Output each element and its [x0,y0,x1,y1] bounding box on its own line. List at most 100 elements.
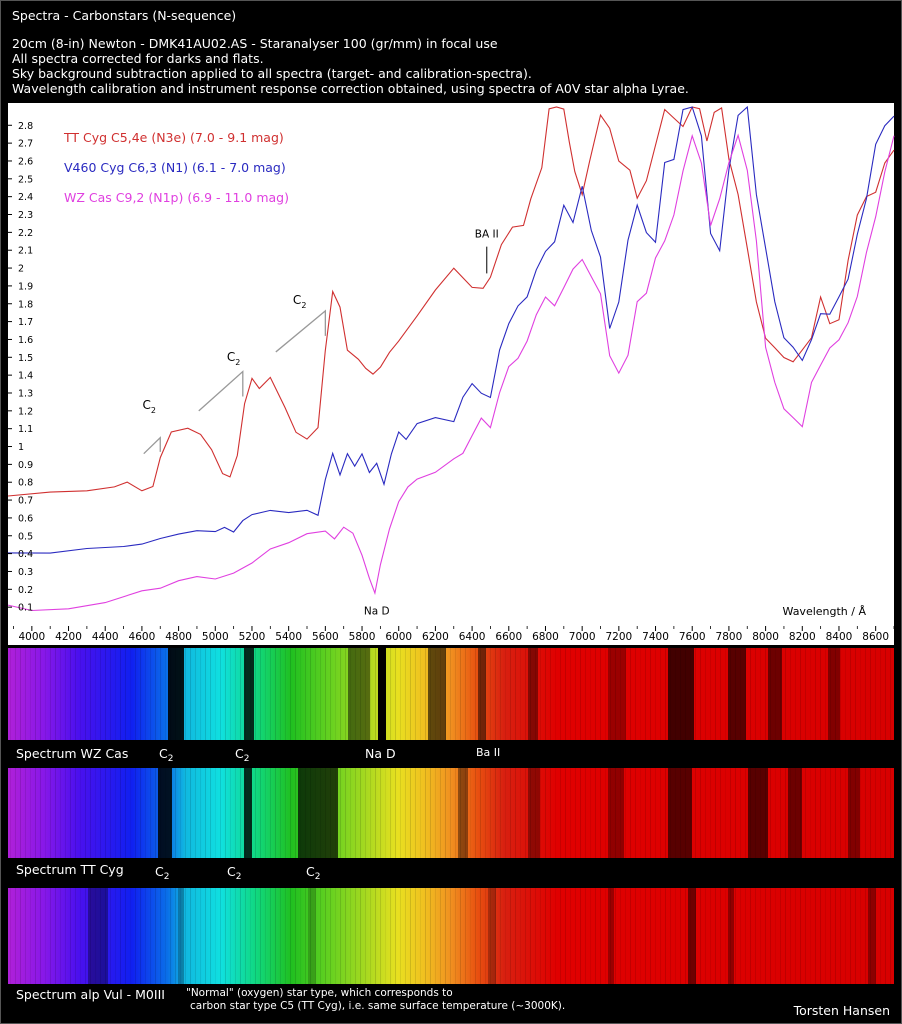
spectrum-texture-line [230,888,231,984]
spectrum-texture-line [140,768,141,858]
spectrum-texture-line [585,768,586,858]
spectrum-texture-line [195,648,196,740]
spectrum-texture-line [185,768,186,858]
spectrum-texture-line [210,888,211,984]
spectrum-texture-line [330,888,331,984]
spectrum-texture-line [285,888,286,984]
spectrum-texture-line [180,648,181,740]
spectrum-texture-line [365,888,366,984]
spectrum-texture-line [425,648,426,740]
spectrum-texture-line [845,768,846,858]
spectrum-texture-line [840,888,841,984]
x-tick-label: 4600 [129,631,156,643]
spectrum-texture-line [655,768,656,858]
spectrum-texture-line [120,768,121,858]
spectrum-texture-line [580,648,581,740]
y-tick-label: 0.3 [18,567,33,578]
strip-label: Spectrum alp Vul - M0III [16,987,165,1002]
spectrum-texture-line [525,768,526,858]
spectrum-texture-line [470,648,471,740]
spectrum-texture-line [560,648,561,740]
spectrum-texture-line [530,888,531,984]
spectrum-strip-wz-cas [8,648,894,740]
spectrum-texture-line [465,648,466,740]
spectrum-texture-line [315,888,316,984]
absorption-band [828,648,840,740]
spectrum-texture-line [245,768,246,858]
spectrum-texture-line [85,888,86,984]
spectrum-texture-line [545,648,546,740]
spectrum-texture-line [590,648,591,740]
spectrum-texture-line [410,768,411,858]
spectrum-texture-line [90,888,91,984]
spectrum-texture-line [100,768,101,858]
spectrum-texture-line [125,768,126,858]
spectrum-texture-line [420,768,421,858]
spectrum-texture-line [825,648,826,740]
spectrum-texture-line [380,768,381,858]
spectrum-texture-line [665,768,666,858]
spectrum-texture-line [500,768,501,858]
spectrum-texture-line [115,888,116,984]
spectrum-texture-line [390,888,391,984]
x-tick-label: 5600 [312,631,339,643]
spectrum-texture-line [290,768,291,858]
spectrum-texture-line [605,648,606,740]
spectrum-texture-line [675,648,676,740]
x-tick-label: 8600 [862,631,889,643]
spectrum-texture-line [885,888,886,984]
spectrum-texture-line [80,888,81,984]
spectrum-texture-line [550,648,551,740]
spectrum-texture-line [435,888,436,984]
absorption-band [688,888,696,984]
spectrum-texture-line [200,768,201,858]
spectrum-texture-line [115,648,116,740]
spectrum-texture-line [435,648,436,740]
spectrum-texture-line [840,648,841,740]
spectrum-texture-line [165,648,166,740]
spectrum-texture-line [100,888,101,984]
spectrum-texture-line [660,768,661,858]
spectrum-texture-line [780,888,781,984]
spectrum-texture-line [255,648,256,740]
spectrum-texture-line [555,648,556,740]
spectrum-texture-line [390,648,391,740]
spectrum-texture-line [480,648,481,740]
spectrum-texture-line [860,768,861,858]
spectrum-texture-line [875,768,876,858]
spectrum-texture-line [690,648,691,740]
absorption-band [298,768,338,858]
spectrum-texture-line [425,768,426,858]
spectrum-texture-line [345,768,346,858]
spectrum-texture-line [20,648,21,740]
spectrum-texture-line [130,888,131,984]
strip-marker: C2 [227,864,242,882]
spectrum-texture-line [170,888,171,984]
spectrum-texture-line [660,888,661,984]
header-title: Spectra - Carbonstars (N-sequence) [12,8,237,23]
spectrum-texture-line [160,648,161,740]
spectrum-texture-line [880,768,881,858]
spectrum-texture-line [450,648,451,740]
spectrum-texture-line [765,888,766,984]
spectrum-texture-line [455,768,456,858]
spectrum-texture-line [870,768,871,858]
strip-label-bar: Spectrum TT Cyg C2 C2 C2 [8,858,894,886]
spectrum-texture-line [40,648,41,740]
spectrum-texture-line [570,888,571,984]
spectrum-texture-line [415,648,416,740]
spectrum-texture-line [510,768,511,858]
spectrum-texture-line [570,648,571,740]
spectrum-texture-line [635,888,636,984]
spectrum-texture-line [305,888,306,984]
spectrum-texture-line [235,888,236,984]
spectrum-texture-line [685,768,686,858]
spectrum-texture-line [55,768,56,858]
spectrum-texture-line [535,888,536,984]
spectrum-texture-line [300,888,301,984]
spectrum-texture-line [110,888,111,984]
spectrum-texture-line [450,888,451,984]
spectrum-texture-line [870,648,871,740]
spectrum-texture-line [630,648,631,740]
spectrum-texture-line [455,888,456,984]
